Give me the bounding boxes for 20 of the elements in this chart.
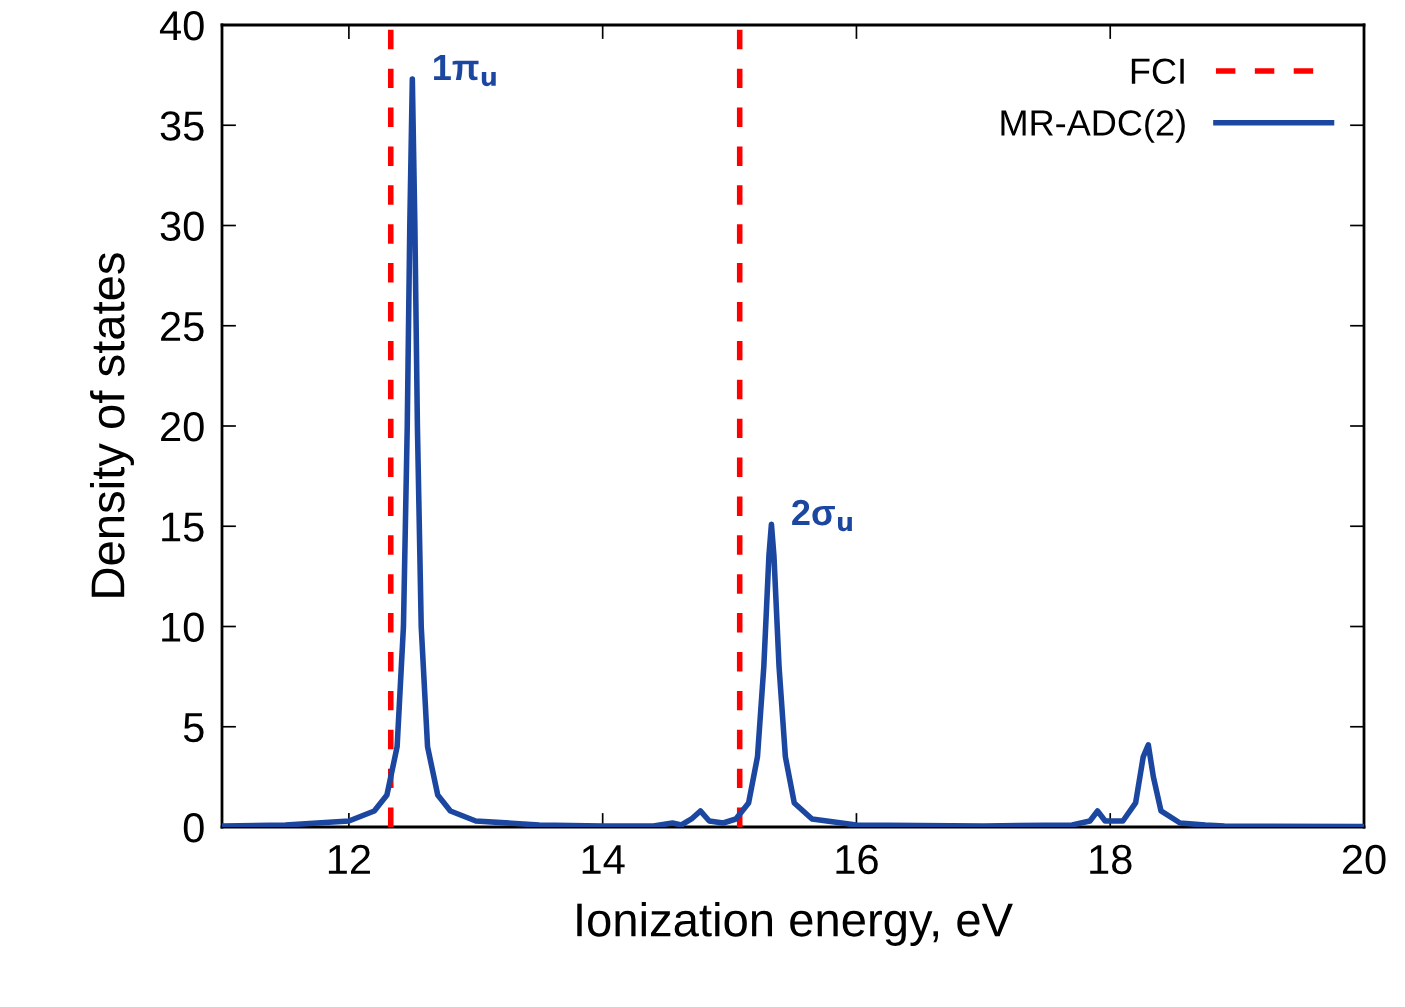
legend-label: FCI <box>1131 58 1184 85</box>
annotation: 1π$_{u}$ <box>434 55 496 87</box>
legend-label: MR-ADC(2) <box>1001 109 1185 143</box>
y-tick-label: 15 <box>162 512 204 542</box>
y-tick-label: 5 <box>183 713 204 743</box>
y-tick-label: 30 <box>160 211 204 242</box>
x-axis-title: Ionization energy, eV <box>577 901 1013 946</box>
x-tick-label: 16 <box>836 844 878 875</box>
y-tick-label: 10 <box>162 612 204 643</box>
x-tick-label: 20 <box>1342 844 1386 875</box>
x-tick-label: 14 <box>582 845 625 874</box>
y-tick-label: 0 <box>183 813 204 843</box>
x-tick-label: 18 <box>1090 844 1132 875</box>
y-tick-label: 40 <box>159 11 204 41</box>
y-axis-title: Density of states <box>89 253 134 597</box>
y-tick-label: 25 <box>161 311 204 342</box>
y-tick-label: 20 <box>161 412 204 442</box>
y-tick-label: 35 <box>160 111 204 141</box>
x-tick-label: 12 <box>328 844 370 874</box>
annotation: 2σ$_{u}$ <box>792 499 852 532</box>
